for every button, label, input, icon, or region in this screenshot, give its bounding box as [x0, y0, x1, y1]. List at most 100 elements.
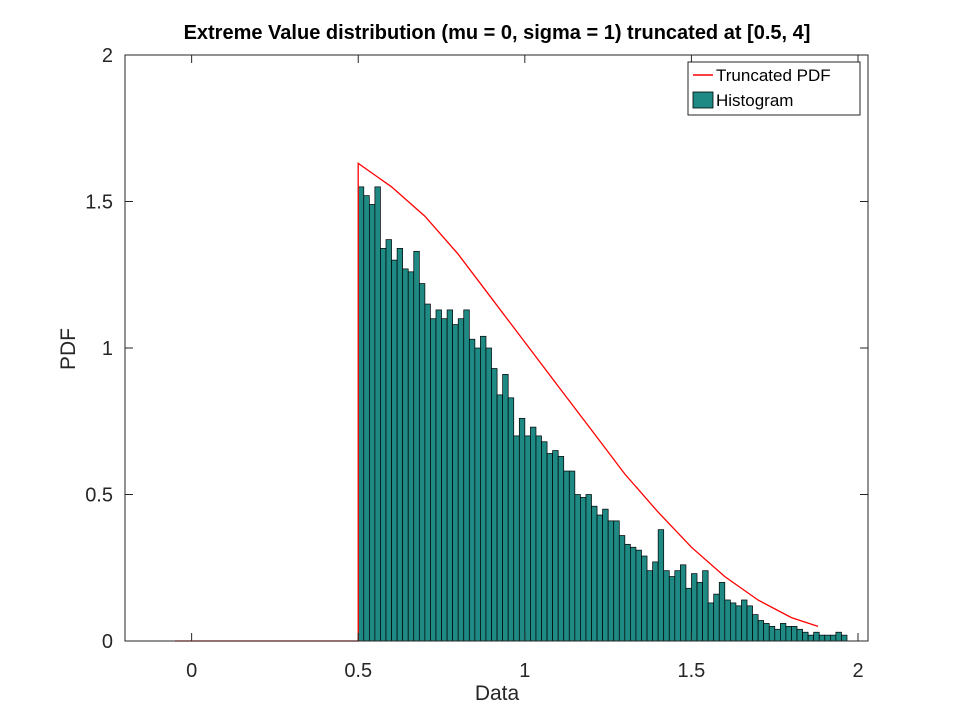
histogram-bar	[635, 549, 642, 642]
histogram-bar	[680, 564, 687, 642]
histogram-bar	[496, 394, 503, 642]
histogram-bar	[674, 570, 681, 642]
histogram-bar	[485, 347, 492, 642]
histogram-bar	[724, 599, 731, 642]
histogram-bar	[802, 631, 809, 642]
histogram-bar	[618, 535, 626, 642]
histogram-bar	[557, 456, 565, 642]
x-tick-label: 0.5	[344, 660, 372, 682]
histogram-bar	[457, 318, 465, 642]
histogram-bar	[652, 561, 659, 642]
histogram-bar	[613, 520, 620, 642]
histogram-bar	[491, 368, 498, 642]
x-tick-label: 1	[519, 660, 530, 682]
histogram-bar	[835, 631, 842, 642]
histogram-bar	[624, 543, 631, 642]
histogram-bar	[779, 623, 787, 642]
pdf-line-group	[175, 162, 819, 642]
histogram-bar	[657, 529, 665, 642]
x-axis-label: Data	[475, 682, 520, 705]
y-tick-label: 0	[102, 631, 113, 653]
x-tick-label: 2	[852, 660, 863, 682]
legend: Truncated PDF Histogram	[687, 61, 861, 116]
histogram-bar	[718, 582, 726, 642]
histogram-bar	[396, 248, 404, 642]
histogram-bar	[535, 435, 542, 642]
legend-box	[687, 61, 861, 116]
histogram-bar	[368, 204, 376, 642]
x-tick-label: 0	[186, 660, 197, 682]
histogram-bar	[791, 625, 798, 642]
histogram-bar	[741, 599, 748, 642]
tick-labels: 0 0.5 1 1.5 2 0 0.5 1 1.5 2	[85, 45, 863, 682]
histogram-bar	[824, 634, 831, 642]
histogram-bar	[735, 605, 742, 642]
histogram-bar	[818, 634, 826, 642]
histogram-bar	[563, 470, 570, 642]
histogram-bar	[357, 186, 365, 642]
histogram-bar	[591, 505, 598, 642]
y-tick-label: 1	[102, 338, 113, 360]
histogram-bar	[630, 546, 637, 642]
histogram-bar	[468, 338, 476, 642]
axes	[124, 54, 869, 642]
histogram-bar	[685, 587, 692, 642]
histogram-bar	[668, 576, 676, 642]
histogram-bar	[430, 318, 437, 642]
histogram-bar	[552, 450, 559, 642]
histogram-bar	[752, 614, 759, 642]
histogram-bar	[474, 347, 481, 642]
legend-pdf-label: Truncated PDF	[716, 66, 831, 85]
histogram-bar	[841, 634, 848, 642]
histogram-bar	[713, 593, 720, 642]
histogram-bar	[380, 248, 387, 642]
histogram-bar	[524, 435, 531, 642]
histogram-bar	[702, 570, 709, 642]
histogram-bar	[641, 555, 648, 642]
histogram-bar	[413, 250, 420, 642]
histogram-bar	[730, 602, 737, 642]
x-tick-label: 1.5	[678, 660, 706, 682]
histogram-bar	[763, 623, 770, 642]
histogram-bar	[602, 508, 609, 642]
histogram-bar	[568, 470, 576, 642]
chart-title: Extreme Value distribution (mu = 0, sigm…	[184, 22, 811, 44]
pdf-line	[175, 162, 819, 642]
histogram-bar	[796, 628, 803, 642]
histogram-bar	[407, 271, 415, 642]
histogram-bar	[463, 309, 470, 642]
histogram-bars	[357, 186, 848, 642]
histogram-bar	[596, 514, 603, 642]
y-tick-label: 0.5	[85, 485, 113, 507]
histogram-bar	[391, 259, 398, 642]
histogram-bar	[507, 397, 515, 642]
histogram-bar	[663, 570, 670, 642]
histogram-bar	[774, 628, 781, 642]
histogram-bar	[813, 631, 820, 642]
histogram-bar	[829, 634, 837, 642]
histogram-bar	[418, 283, 426, 642]
histogram-bar	[768, 625, 776, 642]
histogram-bar	[580, 497, 587, 642]
histogram-bar	[646, 570, 653, 642]
histogram-bar	[452, 324, 459, 642]
histogram-bar	[696, 582, 703, 642]
y-tick-label: 2	[102, 45, 113, 67]
histogram-bar	[530, 426, 537, 642]
histogram-bar	[785, 625, 792, 642]
histogram-bar	[541, 441, 548, 642]
histogram-bar	[746, 605, 753, 642]
histogram-bar	[374, 186, 381, 642]
histogram-bar	[574, 494, 581, 642]
histogram-bar	[363, 195, 370, 642]
y-axis-label: PDF	[57, 328, 80, 370]
legend-histogram-label: Histogram	[716, 91, 793, 110]
histogram-bar	[513, 435, 520, 642]
histogram-bar	[441, 318, 448, 642]
histogram-bar	[502, 374, 509, 642]
y-tick-label: 1.5	[85, 192, 113, 214]
legend-histogram-swatch	[692, 91, 714, 109]
histogram-bar	[707, 602, 715, 642]
histogram-bar	[807, 634, 815, 642]
histogram-bar	[402, 268, 409, 642]
